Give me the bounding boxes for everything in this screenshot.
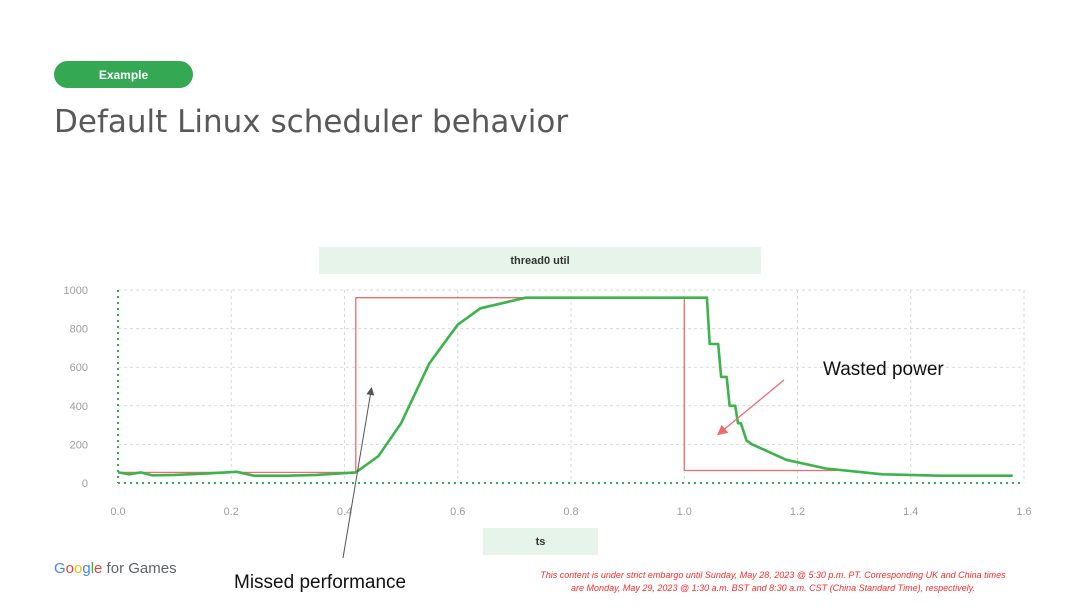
x-tick-label: 0.4 [337, 506, 352, 518]
x-tick-label: 0.2 [224, 506, 239, 518]
x-tick-label: 1.6 [1016, 506, 1031, 518]
missed-performance-annotation: Missed performance [234, 572, 407, 593]
embargo-notice: This content is under strict embargo unt… [478, 569, 1068, 595]
embargo-line-1: This content is under strict embargo unt… [540, 570, 1006, 580]
y-tick-labels: 0 200 400 600 800 1000 [64, 285, 88, 490]
y-tick-label: 200 [70, 439, 88, 451]
embargo-line-2: are Monday, May 29, 2023 @ 1:30 a.m. BST… [571, 583, 975, 593]
missed-performance-arrow [342, 387, 375, 559]
x-tick-label: 0.6 [450, 506, 465, 518]
y-tick-label: 800 [70, 324, 88, 336]
chart-series [117, 296, 1013, 478]
wasted-power-annotation: Wasted power [823, 359, 944, 380]
x-tick-label: 0.0 [110, 506, 125, 518]
y-tick-label: 400 [70, 401, 88, 413]
x-tick-label: 0.8 [563, 506, 578, 518]
logo-text: for Games [102, 560, 177, 577]
example-badge: Example [54, 61, 193, 88]
annotation-arrows [342, 379, 785, 559]
util-line [117, 296, 1013, 478]
logo-letter: G [54, 560, 66, 577]
x-tick-label: 1.2 [790, 506, 805, 518]
google-for-games-logo: Google for Games [54, 560, 177, 577]
logo-letter: l [90, 560, 95, 577]
logo-letter: g [82, 560, 91, 577]
y-tick-label: 600 [70, 362, 88, 374]
x-tick-labels: 0.0 0.2 0.4 0.6 0.8 1.0 1.2 1.4 1.6 [110, 506, 1031, 518]
logo-letter: o [65, 560, 75, 577]
slide-title: Default Linux scheduler behavior [54, 104, 569, 140]
y-tick-label: 1000 [64, 285, 88, 297]
chart-title: thread0 util [319, 247, 761, 274]
wasted-power-arrow [716, 379, 785, 436]
x-axis-label: ts [483, 528, 598, 555]
x-tick-label: 1.0 [677, 506, 692, 518]
chart-axes [117, 290, 1024, 484]
y-tick-label: 0 [82, 478, 88, 490]
logo-letter: o [74, 560, 83, 577]
target-line [118, 297, 838, 474]
chart-grid [118, 289, 1025, 483]
x-tick-label: 1.4 [903, 506, 918, 518]
logo-letter: e [94, 560, 103, 577]
